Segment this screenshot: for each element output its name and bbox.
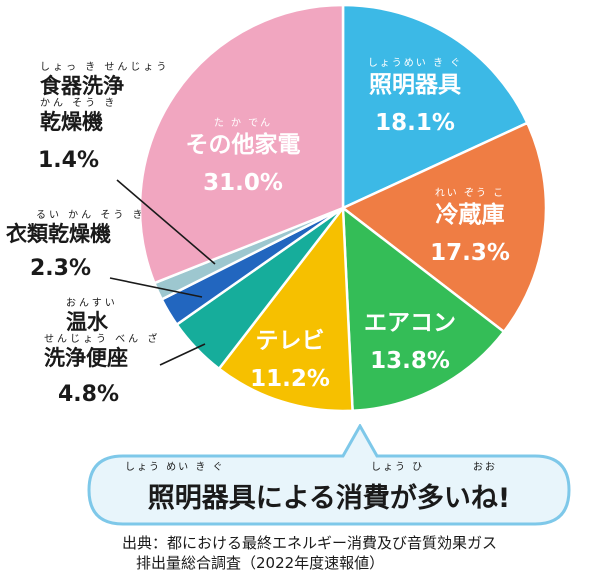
slice-ruby-1: れい ぞう こ bbox=[435, 187, 505, 199]
label-dishwasher-line2: 乾燥機 bbox=[40, 110, 103, 134]
callout-shape bbox=[87, 424, 571, 526]
label-dryer-line1: 衣類乾燥機 bbox=[6, 222, 111, 246]
label-dryer-pct: 2.3% bbox=[30, 256, 92, 281]
leader-line-dryer bbox=[109, 277, 203, 298]
slice-label-3: テレビ bbox=[256, 328, 325, 354]
callout-message: 照明器具による消費が多いね! bbox=[147, 483, 511, 514]
label-toilet-ruby1: おんすい bbox=[66, 298, 118, 309]
slice-label-7: その他家電 bbox=[186, 131, 301, 158]
callout-ruby-b: しょう ひ bbox=[371, 462, 425, 473]
callout-bubble: しょう めい き ぐ しょう ひ おお 照明器具による消費が多いね! bbox=[85, 424, 573, 528]
leader-line-toilet bbox=[159, 343, 206, 366]
callout-ruby-c: おお bbox=[473, 462, 497, 473]
pie-slice-0 bbox=[341, 3, 529, 210]
leader-lines bbox=[109, 179, 216, 366]
source-line2: 排出量総合調査（2022年度速報値） bbox=[136, 554, 385, 572]
slice-ruby-0: しょうめい き ぐ bbox=[368, 57, 462, 69]
label-toilet: おんすい 温水 せんじょう べん ざ 洗浄便座 4.8% bbox=[44, 298, 160, 407]
label-dishwasher-line1: 食器洗浄 bbox=[40, 74, 124, 98]
leader-line-dishwasher bbox=[116, 179, 216, 265]
pie-slice-3 bbox=[217, 204, 354, 413]
label-dryer: るい かん そう き 衣類乾燥機 2.3% bbox=[6, 210, 146, 281]
label-toilet-line1: 温水 bbox=[66, 310, 108, 334]
source-line1: 出典：都における最終エネルギー消費及び音質効果ガス bbox=[122, 534, 498, 552]
label-dishwasher-pct: 1.4% bbox=[38, 148, 100, 173]
pie-slices bbox=[138, 3, 548, 413]
callout-ruby-a: しょう めい き ぐ bbox=[125, 462, 225, 473]
label-toilet-pct: 4.8% bbox=[58, 382, 120, 407]
pie-slice-7 bbox=[138, 3, 345, 285]
slice-label-2: エアコン bbox=[364, 310, 456, 336]
pie-slice-1 bbox=[340, 121, 548, 334]
source-note: 出典：都における最終エネルギー消費及び音質効果ガス 排出量総合調査（2022年度… bbox=[122, 533, 497, 573]
label-dishwasher-ruby1: しょっ き せんじょう bbox=[40, 62, 170, 73]
slice-value-0: 18.1% bbox=[375, 110, 455, 136]
slice-value-1: 17.3% bbox=[430, 240, 510, 266]
pie-slice-2 bbox=[341, 205, 506, 413]
slice-value-3: 11.2% bbox=[250, 366, 330, 392]
slice-label-1: 冷蔵庫 bbox=[436, 201, 505, 228]
label-dryer-ruby1: るい かん そう き bbox=[36, 210, 146, 221]
slice-label-0: 照明器具 bbox=[369, 72, 461, 98]
label-dishwasher: しょっ き せんじょう 食器洗浄 かん そう き 乾燥機 1.4% bbox=[38, 62, 170, 173]
slice-value-2: 13.8% bbox=[370, 348, 450, 374]
slice-ruby-7: た か でん bbox=[214, 117, 272, 129]
label-dishwasher-ruby2: かん そう き bbox=[40, 98, 118, 109]
label-toilet-line2: 洗浄便座 bbox=[44, 346, 128, 370]
slice-value-7: 31.0% bbox=[203, 170, 283, 196]
label-toilet-ruby2: せんじょう べん ざ bbox=[44, 334, 161, 345]
